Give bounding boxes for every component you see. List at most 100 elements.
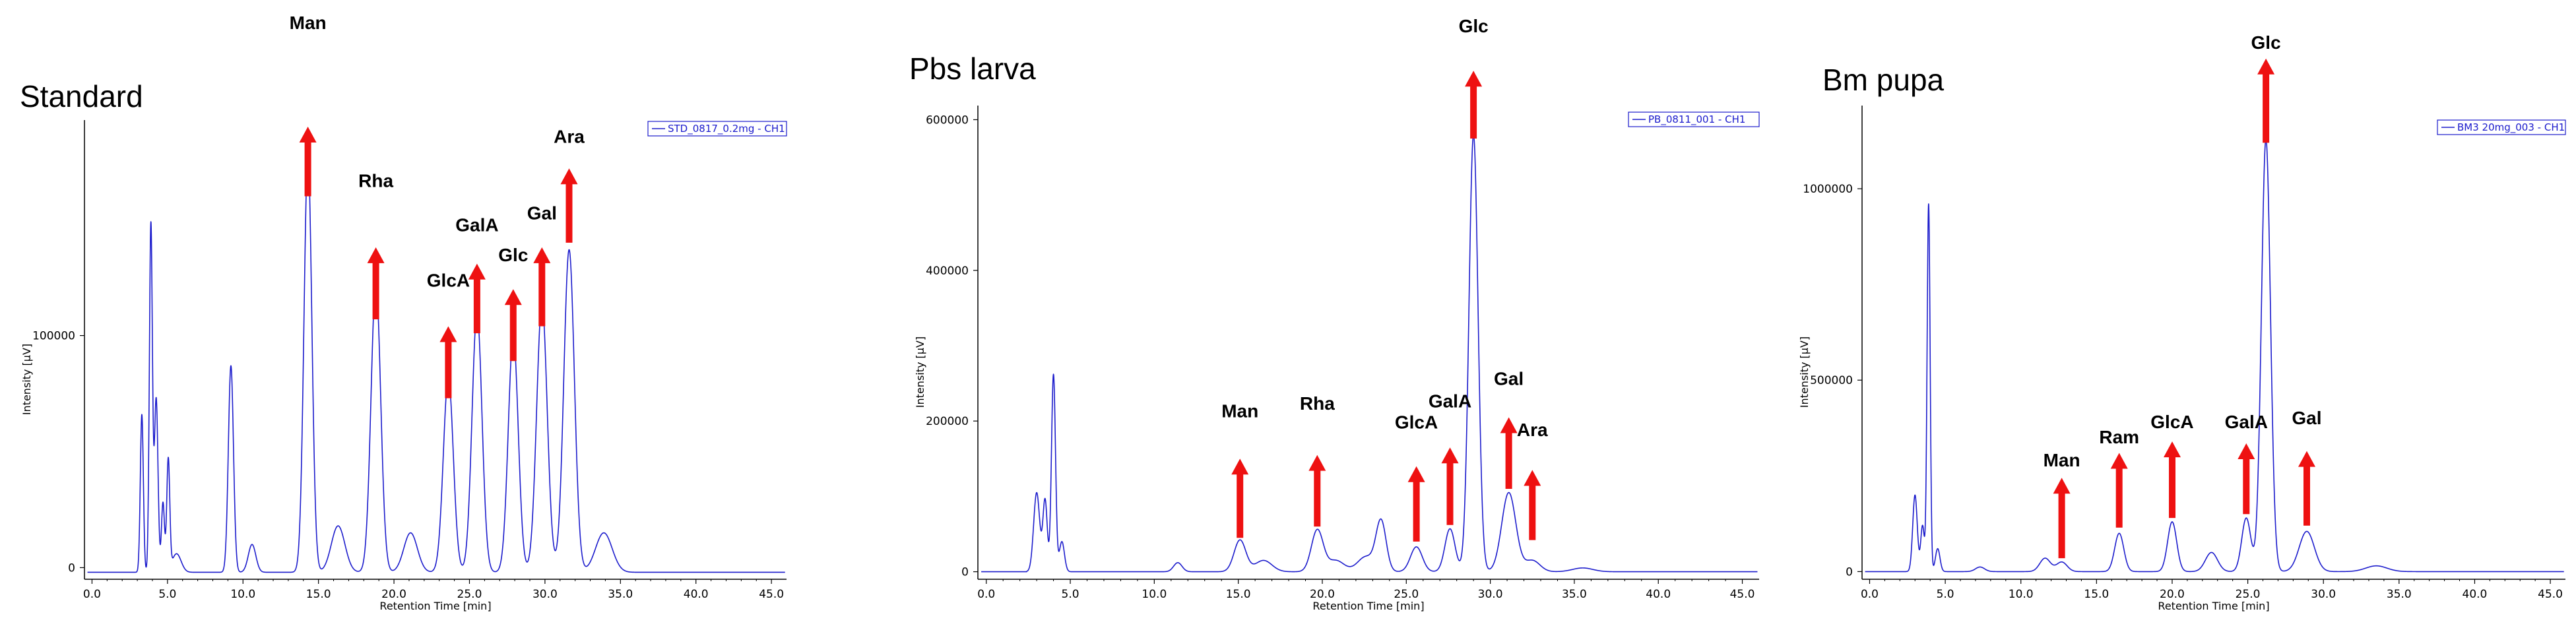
peak-arrow-gala bbox=[2238, 443, 2255, 515]
peak-label-ara: Ara bbox=[1517, 420, 1548, 440]
peak-label-rha: Rha bbox=[1300, 393, 1335, 414]
peak-arrow-ara bbox=[1524, 470, 1541, 540]
legend: BM3 20mg_003 - CH1 bbox=[2437, 119, 2566, 135]
x-tick-label: 5.0 bbox=[1937, 588, 1954, 601]
x-tick-label: 30.0 bbox=[2311, 588, 2336, 601]
x-tick-label: 40.0 bbox=[1646, 588, 1671, 601]
peak-arrow-gal bbox=[1500, 417, 1518, 489]
x-tick-label: 15.0 bbox=[1226, 588, 1251, 601]
y-tick-label: 200000 bbox=[926, 415, 969, 428]
y-tick-label: 400000 bbox=[926, 265, 969, 278]
peak-arrow-rha bbox=[1308, 455, 1326, 527]
legend-box bbox=[1628, 111, 1760, 127]
peak-label-glc: Glc bbox=[2251, 32, 2281, 53]
peak-label-glca: GlcA bbox=[2150, 412, 2193, 432]
peak-arrow-glca bbox=[2164, 441, 2181, 519]
legend-label: BM3 20mg_003 - CH1 bbox=[2457, 121, 2565, 134]
x-tick-label: 30.0 bbox=[532, 588, 558, 601]
peak-label-glc: Glc bbox=[1459, 16, 1489, 36]
peak-label-gala: GalA bbox=[2225, 412, 2268, 432]
peak-label-ram: Ram bbox=[2099, 427, 2139, 447]
peak-arrow-man bbox=[299, 127, 317, 197]
peak-arrow-glca bbox=[1407, 466, 1425, 542]
peak-arrow-gal bbox=[2298, 451, 2315, 526]
x-axis-label: Retention Time [min] bbox=[379, 600, 491, 612]
x-tick-label: 35.0 bbox=[2387, 588, 2412, 601]
legend: STD_0817_0.2mg - CH1 bbox=[647, 121, 787, 137]
x-tick-label: 20.0 bbox=[2160, 588, 2185, 601]
peak-label-man: Man bbox=[1221, 400, 1258, 421]
legend-label: STD_0817_0.2mg - CH1 bbox=[668, 123, 785, 135]
y-tick-label: 0 bbox=[961, 566, 969, 579]
peak-label-gal: Gal bbox=[1494, 368, 1524, 389]
peak-label-gal: Gal bbox=[2292, 408, 2321, 428]
peak-arrow-glc bbox=[2257, 58, 2275, 143]
chromatogram-trace bbox=[1865, 138, 2565, 573]
peak-label-man: Man bbox=[290, 13, 327, 33]
y-tick-label: 0 bbox=[68, 561, 75, 575]
y-tick-label: 0 bbox=[1846, 565, 1853, 579]
x-tick-label: 15.0 bbox=[2084, 588, 2109, 601]
y-axis-label: Intensity [µV] bbox=[914, 336, 926, 408]
peak-label-glca: GlcA bbox=[1395, 412, 1438, 433]
x-tick-label: 45.0 bbox=[759, 588, 784, 601]
x-tick-label: 25.0 bbox=[2236, 588, 2261, 601]
peak-arrow-gal bbox=[533, 247, 551, 327]
x-tick-label: 45.0 bbox=[1730, 588, 1755, 601]
x-tick-label: 40.0 bbox=[2463, 588, 2488, 601]
panel-title: Standard bbox=[20, 79, 143, 113]
x-tick-label: 25.0 bbox=[457, 588, 482, 601]
peak-label-gal: Gal bbox=[527, 203, 557, 224]
x-tick-label: 10.0 bbox=[230, 588, 255, 601]
y-tick-label: 1000000 bbox=[1803, 183, 1853, 196]
peak-arrow-glc bbox=[504, 289, 522, 362]
peak-arrow-glca bbox=[439, 326, 457, 398]
y-axis-label: Intensity [µV] bbox=[20, 344, 33, 415]
x-tick-label: 0.0 bbox=[977, 588, 995, 601]
x-axis-label: Retention Time [min] bbox=[1312, 600, 1424, 612]
peak-label-gala: GalA bbox=[1429, 391, 1471, 412]
x-tick-label: 5.0 bbox=[1062, 588, 1079, 601]
chromatogram-trace bbox=[87, 154, 786, 573]
x-tick-label: 10.0 bbox=[1142, 588, 1167, 601]
peak-label-glca: GlcA bbox=[427, 270, 470, 291]
x-tick-label: 35.0 bbox=[608, 588, 633, 601]
x-tick-label: 35.0 bbox=[1562, 588, 1587, 601]
panel-bm-pupa: Bm pupa 0.0 5.0 10.0 15.0 20.0 25.0 30.0 35.0 40.… bbox=[1798, 32, 2566, 612]
x-tick-label: 30.0 bbox=[1478, 588, 1503, 601]
x-tick-label: 5.0 bbox=[158, 588, 176, 601]
x-tick-label: 10.0 bbox=[2009, 588, 2034, 601]
peak-arrow-gala bbox=[1441, 447, 1459, 525]
x-tick-label: 25.0 bbox=[1394, 588, 1419, 601]
panel-pbs-larva: Pbs larva 0.0 5.0 10.0 15.0 20.0 25.0 30.0 35.0 4… bbox=[909, 16, 1760, 612]
chromatogram-trace bbox=[981, 134, 1758, 573]
x-tick-label: 20.0 bbox=[381, 588, 406, 601]
peak-arrow-rha bbox=[367, 247, 385, 319]
panel-standard: Standard 0.0 5.0 10.0 15.0 20.0 25.0 30.0 35.0 40… bbox=[20, 13, 787, 612]
peak-label-ara: Ara bbox=[554, 127, 585, 147]
peak-label-rha: Rha bbox=[358, 170, 393, 191]
y-tick-label: 600000 bbox=[926, 113, 969, 127]
peak-arrow-man bbox=[2053, 478, 2071, 559]
peak-label-glc: Glc bbox=[498, 245, 528, 265]
y-tick-label: 100000 bbox=[32, 330, 75, 343]
legend-label: PB_0811_001 - CH1 bbox=[1648, 113, 1745, 126]
y-tick-label: 500000 bbox=[1810, 374, 1853, 387]
legend-box bbox=[2437, 119, 2566, 135]
peak-arrow-ram bbox=[2110, 453, 2128, 528]
peak-arrow-glc bbox=[1465, 71, 1483, 139]
peak-arrow-gala bbox=[468, 263, 486, 334]
legend-box bbox=[647, 121, 787, 137]
x-tick-label: 45.0 bbox=[2538, 588, 2563, 601]
x-tick-label: 20.0 bbox=[1310, 588, 1335, 601]
x-tick-label: 0.0 bbox=[83, 588, 101, 601]
peak-arrow-man bbox=[1231, 459, 1249, 538]
x-tick-label: 15.0 bbox=[306, 588, 331, 601]
x-tick-label: 0.0 bbox=[1861, 588, 1879, 601]
x-axis-label: Retention Time [min] bbox=[2158, 600, 2269, 612]
legend: PB_0811_001 - CH1 bbox=[1628, 111, 1760, 127]
peak-arrow-ara bbox=[560, 168, 578, 243]
x-tick-label: 40.0 bbox=[684, 588, 709, 601]
